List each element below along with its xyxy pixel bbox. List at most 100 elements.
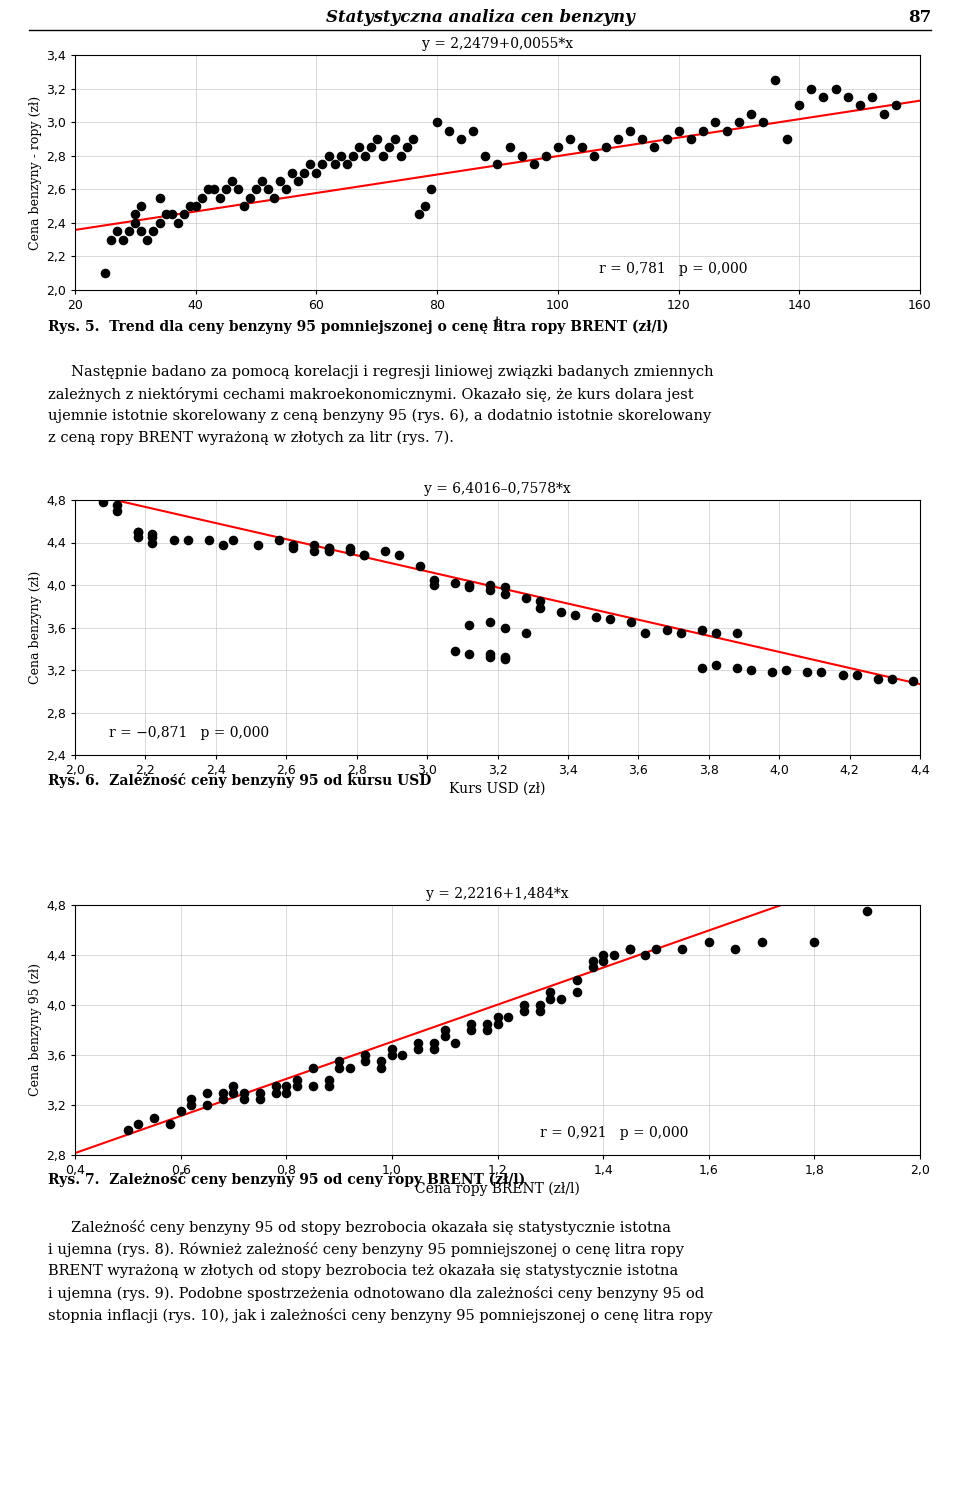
Point bbox=[395, 1044, 410, 1067]
Point bbox=[466, 118, 481, 142]
Point bbox=[392, 543, 407, 567]
Point bbox=[447, 1030, 463, 1054]
Point bbox=[131, 520, 146, 543]
Point bbox=[426, 1030, 442, 1054]
Point bbox=[497, 645, 513, 669]
X-axis label: Cena ropy BRENT (zł/l): Cena ropy BRENT (zł/l) bbox=[415, 1181, 580, 1196]
Point bbox=[673, 621, 688, 645]
Point bbox=[206, 178, 222, 202]
Point bbox=[309, 161, 324, 185]
Point bbox=[588, 605, 604, 629]
Point bbox=[200, 1081, 215, 1105]
Point bbox=[905, 669, 921, 693]
Text: zależnych z niektórymi cechami makroekonomicznymi. Okazało się, że kurs dolara j: zależnych z niektórymi cechami makroekon… bbox=[48, 387, 694, 402]
Point bbox=[201, 529, 216, 552]
Point bbox=[147, 1105, 162, 1129]
Point bbox=[490, 1006, 505, 1030]
Point bbox=[595, 944, 611, 967]
Text: r = −0,871   p = 0,000: r = −0,871 p = 0,000 bbox=[108, 726, 269, 739]
Point bbox=[518, 621, 534, 645]
Point bbox=[516, 999, 532, 1023]
Text: z ceną ropy BRENT wyrażoną w złotych za litr (rys. 7).: z ceną ropy BRENT wyrażoną w złotych za … bbox=[48, 431, 454, 445]
Point bbox=[268, 1081, 283, 1105]
Point bbox=[864, 85, 879, 109]
X-axis label: t: t bbox=[494, 317, 500, 330]
Point bbox=[708, 110, 723, 134]
Point bbox=[413, 554, 428, 578]
Point bbox=[767, 69, 782, 93]
Point bbox=[532, 993, 547, 1017]
Point bbox=[426, 573, 442, 597]
Point bbox=[252, 1087, 268, 1111]
Point bbox=[249, 178, 264, 202]
Point bbox=[659, 618, 674, 642]
Point bbox=[730, 655, 745, 679]
Point bbox=[357, 143, 372, 167]
Point bbox=[373, 1050, 389, 1073]
Point bbox=[173, 1099, 188, 1123]
Point bbox=[339, 152, 354, 176]
Y-axis label: Cena benzyny (zł): Cena benzyny (zł) bbox=[29, 570, 42, 684]
Point bbox=[553, 600, 568, 624]
Point bbox=[307, 533, 323, 557]
Point bbox=[870, 844, 885, 867]
Point bbox=[289, 1075, 304, 1099]
Point bbox=[260, 178, 276, 202]
Point bbox=[381, 136, 396, 160]
Point bbox=[315, 152, 330, 176]
Point bbox=[598, 136, 613, 160]
Point bbox=[490, 1012, 505, 1036]
Point bbox=[215, 533, 230, 557]
Point bbox=[442, 118, 457, 142]
Point bbox=[278, 1075, 294, 1099]
Point bbox=[375, 143, 391, 167]
Point bbox=[849, 663, 864, 687]
Point bbox=[585, 950, 600, 973]
Point bbox=[840, 85, 855, 109]
Point bbox=[387, 127, 402, 151]
Point bbox=[411, 1030, 426, 1054]
Point bbox=[188, 194, 204, 218]
Point bbox=[326, 152, 342, 176]
Point bbox=[574, 136, 589, 160]
Title: y = 6,4016–0,7578*x: y = 6,4016–0,7578*x bbox=[424, 482, 571, 496]
Point bbox=[273, 169, 288, 193]
Point bbox=[384, 1036, 399, 1060]
Point bbox=[516, 993, 532, 1017]
Point bbox=[542, 987, 558, 1011]
Point bbox=[180, 529, 195, 552]
Point bbox=[164, 203, 180, 227]
Point bbox=[622, 936, 637, 960]
Point bbox=[145, 530, 160, 554]
Text: i ujemna (rys. 9). Podobne spostrzeżenia odnotowano dla zależności ceny benzyny : i ujemna (rys. 9). Podobne spostrzeżenia… bbox=[48, 1285, 704, 1300]
Point bbox=[426, 567, 442, 591]
Point bbox=[500, 1006, 516, 1030]
Point bbox=[212, 185, 228, 209]
Point bbox=[297, 161, 312, 185]
Point bbox=[152, 211, 167, 234]
Point bbox=[497, 582, 513, 606]
Point bbox=[695, 118, 710, 142]
Point bbox=[683, 127, 698, 151]
Point bbox=[268, 1075, 283, 1099]
Point bbox=[358, 1044, 373, 1067]
Point bbox=[585, 956, 600, 979]
Point bbox=[464, 1018, 479, 1042]
Point bbox=[563, 127, 578, 151]
Point bbox=[779, 658, 794, 682]
Point bbox=[272, 529, 287, 552]
Point bbox=[567, 603, 583, 627]
Point bbox=[730, 621, 745, 645]
Point bbox=[411, 203, 426, 227]
Point bbox=[743, 102, 758, 125]
Point bbox=[447, 639, 463, 663]
Point bbox=[131, 1112, 146, 1136]
Point bbox=[542, 981, 558, 1005]
Point bbox=[859, 899, 875, 923]
Point bbox=[321, 539, 336, 563]
Y-axis label: Cena benzyny - ropy (zł): Cena benzyny - ropy (zł) bbox=[29, 96, 42, 249]
Point bbox=[694, 618, 709, 642]
Point bbox=[708, 652, 724, 676]
Point bbox=[333, 143, 348, 167]
Point bbox=[888, 94, 903, 118]
